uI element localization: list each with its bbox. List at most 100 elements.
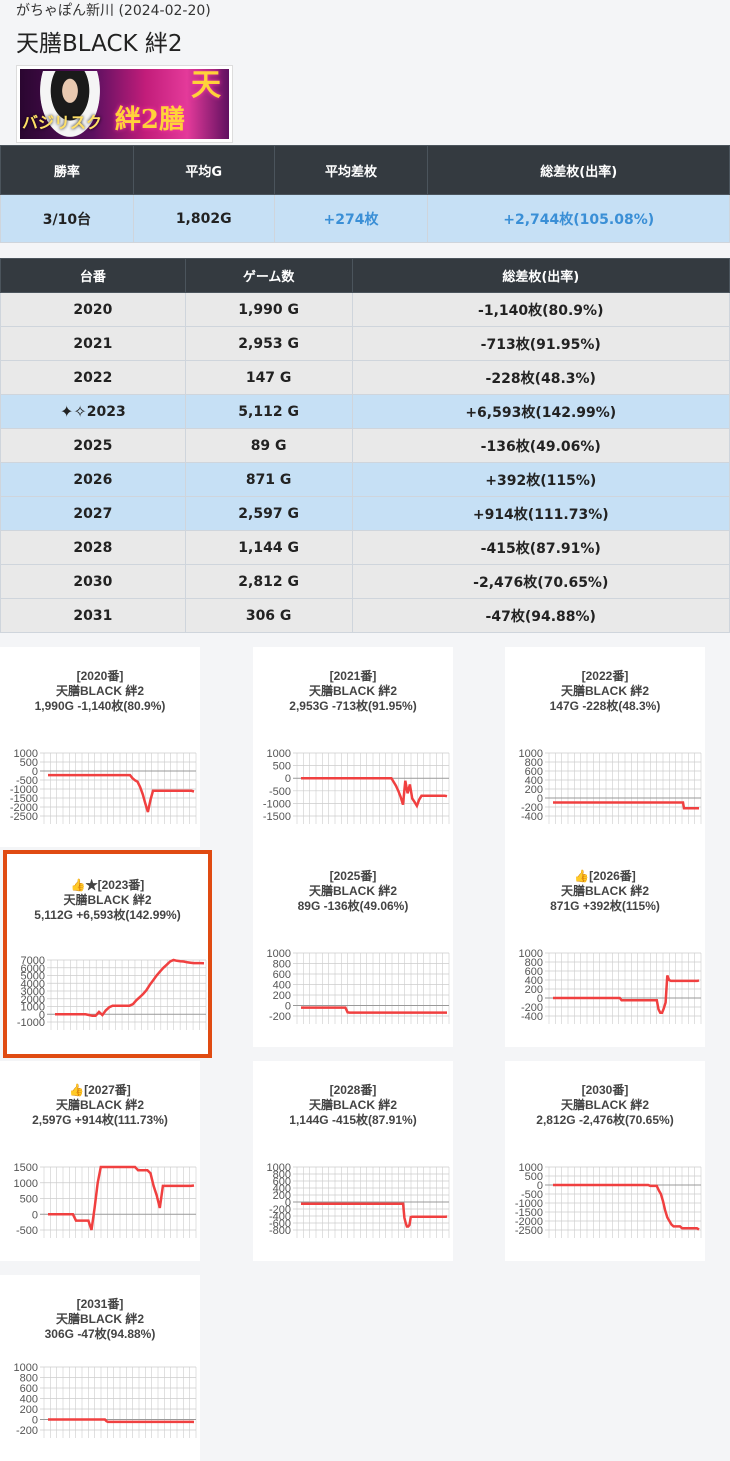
chart-tick-label: -500: [269, 786, 291, 798]
table-row[interactable]: 2020 1,990 G -1,140枚(80.9%): [0, 292, 730, 327]
chart-tick-label: -1500: [263, 811, 291, 823]
chart-card-title: 👍[2026番] 天膳BLACK 絆2 871G +392枚(115%): [505, 869, 705, 914]
summary-header: 総差枚(出率): [427, 145, 730, 195]
summary-table: 勝率 平均G 平均差枚 総差枚(出率) 3/10台 1,802G +274枚 +…: [0, 145, 730, 243]
chart-tick-label: 400: [273, 980, 291, 992]
chart-tick-label: 500: [20, 757, 38, 769]
chart-tick-label: 0: [537, 1180, 543, 1192]
total-diff-cell: -1,140枚(80.9%): [351, 292, 730, 327]
chart-tick-label: 0: [285, 1001, 291, 1013]
game-count-cell: 2,953 G: [184, 326, 353, 361]
detail-header: 総差枚(出率): [351, 258, 730, 293]
chart-tick-label: 0: [537, 793, 543, 805]
chart-card-title: [2020番] 天膳BLACK 絆2 1,990G -1,140枚(80.9%): [0, 669, 200, 714]
machine-chart-card[interactable]: 1000 800 600 400 200 0 -200 -400 -600 -800 [2028番]…: [253, 1061, 453, 1261]
chart-card-title-line: [2025番]: [329, 869, 377, 883]
total-diff-cell: -2,476枚(70.65%): [351, 564, 730, 599]
table-row[interactable]: 2030 2,812 G -2,476枚(70.65%): [0, 564, 730, 599]
total-diff-cell: -136枚(49.06%): [351, 428, 730, 463]
chart-tick-label: 1000: [267, 1162, 291, 1174]
machine-chart-card[interactable]: 1000 800 600 400 200 0 -200 -400 👍[2026番] 天膳BLACK…: [505, 847, 705, 1047]
avg-games-value: 1,802G: [132, 194, 275, 243]
total-diff-cell: -713枚(91.95%): [351, 326, 730, 361]
summary-header: 平均G: [132, 145, 275, 195]
chart-tick-label: 400: [273, 1183, 291, 1195]
chart-tick-label: -1000: [17, 1017, 45, 1029]
machine-chart-card[interactable]: 1000 500 0 -500 -1000 -1500 -2000 -2500 [2020番] 天…: [0, 647, 200, 847]
machine-chart-card[interactable]: 1000 500 0 -500 -1000 -1500 [2021番] 天膳BLACK 絆2 2…: [253, 647, 453, 847]
game-count-cell: 1,144 G: [184, 530, 353, 565]
chart-tick-label: 600: [20, 1383, 38, 1395]
chart-tick-label: 1000: [519, 948, 543, 960]
total-diff-cell: -228枚(48.3%): [351, 360, 730, 395]
chart-tick-label: -1000: [263, 798, 291, 810]
chart-tick-label: -400: [521, 811, 543, 823]
machine-chart-card[interactable]: 1000 800 600 400 200 0 -200 [2025番] 天膳BLACK 絆2 89…: [253, 847, 453, 1047]
chart-tick-label: 1000: [21, 1002, 45, 1014]
chart-card-title-line: 天膳BLACK 絆2: [308, 884, 397, 898]
chart-card-title-line: 👍★[2023番]: [70, 878, 145, 892]
chart-series-line: [553, 801, 699, 810]
machine-number: 2028: [73, 539, 113, 556]
detail-header: ゲーム数: [184, 258, 353, 293]
chart-tick-label: 0: [285, 773, 291, 785]
chart-card-title: [2022番] 天膳BLACK 絆2 147G -228枚(48.3%): [505, 669, 705, 714]
chart-tick-label: -2000: [10, 802, 38, 814]
chart-tick-label: 1000: [519, 1162, 543, 1174]
chart-tick-label: 3000: [21, 986, 45, 998]
banner-kanji-bottom: 絆2膳: [114, 105, 185, 135]
chart-tick-label: 0: [537, 993, 543, 1005]
machine-chart-card[interactable]: 1000 800 600 400 200 0 -200 -400 [2022番] 天膳BLACK …: [505, 647, 705, 847]
machine-number-cell: 2031: [0, 598, 186, 633]
table-row[interactable]: 2021 2,953 G -713枚(91.95%): [0, 326, 730, 361]
total-diff-cell: +914枚(111.73%): [351, 496, 730, 531]
chart-tick-label: 200: [525, 984, 543, 996]
machine-number-cell: 2022: [0, 360, 186, 395]
chart-card-title-line: 天膳BLACK 絆2: [55, 1098, 144, 1112]
chart-tick-label: 2000: [21, 994, 45, 1006]
machine-chart-card[interactable]: 1500 1000 500 0 -500 👍[2027番] 天膳BLACK 絆2 2,597G…: [0, 1061, 200, 1261]
machine-chart-card[interactable]: 1000 800 600 400 200 0 -200 [2031番] 天膳BLACK 絆2 30…: [0, 1275, 200, 1461]
table-row[interactable]: 2028 1,144 G -415枚(87.91%): [0, 530, 730, 565]
chart-tick-label: -200: [521, 802, 543, 814]
table-row[interactable]: ✦✧2023 5,112 G +6,593枚(142.99%): [0, 394, 730, 429]
machine-detail-table: 台番 ゲーム数 総差枚(出率) 2020 1,990 G -1,140枚(80.9%…: [0, 258, 730, 633]
chart-tick-label: -2500: [10, 811, 38, 823]
chart-tick-label: -500: [521, 1189, 543, 1201]
table-row[interactable]: 2026 871 G +392枚(115%): [0, 462, 730, 497]
summary-header: 勝率: [0, 145, 134, 195]
machine-number: 2022: [73, 369, 113, 386]
chart-card-title-line: 天膳BLACK 絆2: [63, 893, 152, 907]
machine-chart-card[interactable]: 1000 500 0 -500 -1000 -1500 -2000 -2500 [2030番] 天…: [505, 1061, 705, 1261]
chart-tick-label: -2500: [515, 1225, 543, 1237]
chart-card-title: [2031番] 天膳BLACK 絆2 306G -47枚(94.88%): [0, 1297, 200, 1342]
table-row[interactable]: 2031 306 G -47枚(94.88%): [0, 598, 730, 633]
chart-series-line: [301, 776, 448, 809]
chart-tick-label: -1000: [10, 784, 38, 796]
machine-number: 2020: [73, 301, 113, 318]
table-row[interactable]: 2022 147 G -228枚(48.3%): [0, 360, 730, 395]
table-row[interactable]: 2025 89 G -136枚(49.06%): [0, 428, 730, 463]
chart-card-title-line: 2,812G -2,476枚(70.65%): [536, 1113, 674, 1127]
chart-series-line: [55, 958, 205, 1018]
chart-series-line: [301, 1006, 447, 1014]
chart-tick-label: 800: [525, 757, 543, 769]
chart-tick-label: 0: [32, 1415, 38, 1427]
chart-tick-label: 200: [525, 784, 543, 796]
chart-card-title-line: [2022番]: [581, 669, 629, 683]
chart-tick-label: 400: [525, 975, 543, 987]
chart-tick-label: 600: [273, 1176, 291, 1188]
total-diff-cell: -47枚(94.88%): [351, 598, 730, 633]
detail-header-row: 台番 ゲーム数 総差枚(出率): [0, 258, 730, 293]
chart-tick-label: -2000: [515, 1216, 543, 1228]
machine-chart-card[interactable]: 7000 6000 5000 4000 3000 2000 1000 0 -1000 👍★[202…: [3, 850, 212, 1058]
table-row[interactable]: 2027 2,597 G +914枚(111.73%): [0, 496, 730, 531]
chart-tick-label: 0: [32, 766, 38, 778]
machine-number: 2021: [73, 335, 113, 352]
game-count-cell: 1,990 G: [184, 292, 353, 327]
chart-card-title-line: 天膳BLACK 絆2: [560, 684, 649, 698]
chart-card-title-line: 天膳BLACK 絆2: [308, 1098, 397, 1112]
chart-tick-label: -600: [269, 1218, 291, 1230]
